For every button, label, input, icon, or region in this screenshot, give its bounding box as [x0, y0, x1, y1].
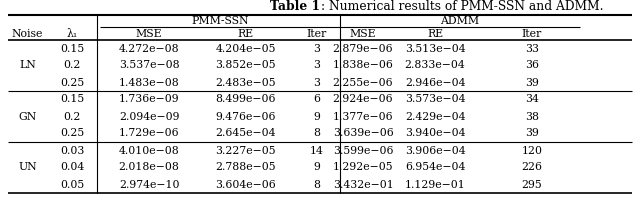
Text: PMM-SSN: PMM-SSN: [191, 16, 249, 26]
Text: 226: 226: [522, 162, 543, 173]
Text: RE: RE: [427, 29, 443, 39]
Text: 2.645e−04: 2.645e−04: [215, 128, 276, 138]
Text: 8: 8: [313, 128, 320, 138]
Text: 1.729e−06: 1.729e−06: [118, 128, 179, 138]
Text: 4.272e−08: 4.272e−08: [118, 43, 179, 54]
Text: 9: 9: [313, 111, 320, 122]
Text: Table 1: Table 1: [270, 0, 320, 14]
Text: 3.604e−06: 3.604e−06: [215, 180, 276, 189]
Text: 36: 36: [525, 61, 539, 70]
Text: 3.513e−04: 3.513e−04: [404, 43, 465, 54]
Text: 3.639e−06: 3.639e−06: [333, 128, 394, 138]
Text: 295: 295: [522, 180, 542, 189]
Text: 1.736e−09: 1.736e−09: [118, 95, 179, 104]
Text: 3.227e−05: 3.227e−05: [215, 146, 276, 156]
Text: 3.599e−06: 3.599e−06: [333, 146, 393, 156]
Text: 1.292e−05: 1.292e−05: [333, 162, 394, 173]
Text: 0.2: 0.2: [63, 61, 81, 70]
Text: Iter: Iter: [307, 29, 326, 39]
Text: 2.946e−04: 2.946e−04: [404, 77, 465, 88]
Text: 0.25: 0.25: [60, 128, 84, 138]
Text: 39: 39: [525, 128, 539, 138]
Text: 9: 9: [313, 162, 320, 173]
Text: 2.255e−06: 2.255e−06: [333, 77, 394, 88]
Text: 0.15: 0.15: [60, 95, 84, 104]
Text: MSE: MSE: [136, 29, 163, 39]
Text: 4.010e−08: 4.010e−08: [118, 146, 179, 156]
Text: 38: 38: [525, 111, 539, 122]
Text: 2.879e−06: 2.879e−06: [333, 43, 394, 54]
Text: 9.476e−06: 9.476e−06: [215, 111, 276, 122]
Text: LN: LN: [19, 61, 36, 70]
Text: Iter: Iter: [522, 29, 542, 39]
Text: 0.05: 0.05: [60, 180, 84, 189]
Text: 3: 3: [313, 77, 320, 88]
Text: 4.204e−05: 4.204e−05: [215, 43, 276, 54]
Text: 3.906e−04: 3.906e−04: [404, 146, 465, 156]
Text: 6.954e−04: 6.954e−04: [405, 162, 465, 173]
Text: 34: 34: [525, 95, 539, 104]
Text: 2.429e−04: 2.429e−04: [404, 111, 465, 122]
Text: 0.25: 0.25: [60, 77, 84, 88]
Text: RE: RE: [237, 29, 253, 39]
Text: 1.483e−08: 1.483e−08: [118, 77, 179, 88]
Text: 2.018e−08: 2.018e−08: [118, 162, 179, 173]
Text: 1.838e−06: 1.838e−06: [333, 61, 394, 70]
Text: 39: 39: [525, 77, 539, 88]
Text: 3.573e−04: 3.573e−04: [404, 95, 465, 104]
Text: 3.537e−08: 3.537e−08: [118, 61, 179, 70]
Text: 2.094e−09: 2.094e−09: [119, 111, 179, 122]
Text: 0.2: 0.2: [63, 111, 81, 122]
Text: MSE: MSE: [349, 29, 376, 39]
Text: 8: 8: [313, 180, 320, 189]
Text: 2.833e−04: 2.833e−04: [404, 61, 465, 70]
Text: GN: GN: [19, 111, 36, 122]
Text: λ₁: λ₁: [67, 29, 77, 39]
Text: 3.852e−05: 3.852e−05: [215, 61, 276, 70]
Text: 0.15: 0.15: [60, 43, 84, 54]
Text: 2.924e−06: 2.924e−06: [333, 95, 394, 104]
Text: 2.974e−10: 2.974e−10: [119, 180, 179, 189]
Text: 3: 3: [313, 61, 320, 70]
Text: 120: 120: [522, 146, 543, 156]
Text: 2.788e−05: 2.788e−05: [215, 162, 276, 173]
Text: 8.499e−06: 8.499e−06: [215, 95, 276, 104]
Text: 1.129e−01: 1.129e−01: [404, 180, 465, 189]
Text: 1.377e−06: 1.377e−06: [333, 111, 394, 122]
Text: 3.940e−04: 3.940e−04: [404, 128, 465, 138]
Text: 3: 3: [313, 43, 320, 54]
Text: Noise: Noise: [12, 29, 43, 39]
Text: 2.483e−05: 2.483e−05: [215, 77, 276, 88]
Text: 33: 33: [525, 43, 539, 54]
Text: 0.03: 0.03: [60, 146, 84, 156]
Text: 14: 14: [310, 146, 323, 156]
Text: : Numerical results of PMM-SSN and ADMM.: : Numerical results of PMM-SSN and ADMM.: [321, 0, 604, 14]
Text: 6: 6: [313, 95, 320, 104]
Text: UN: UN: [18, 162, 37, 173]
Text: 3.432e−01: 3.432e−01: [333, 180, 394, 189]
Text: 0.04: 0.04: [60, 162, 84, 173]
Text: ADMM: ADMM: [440, 16, 479, 26]
